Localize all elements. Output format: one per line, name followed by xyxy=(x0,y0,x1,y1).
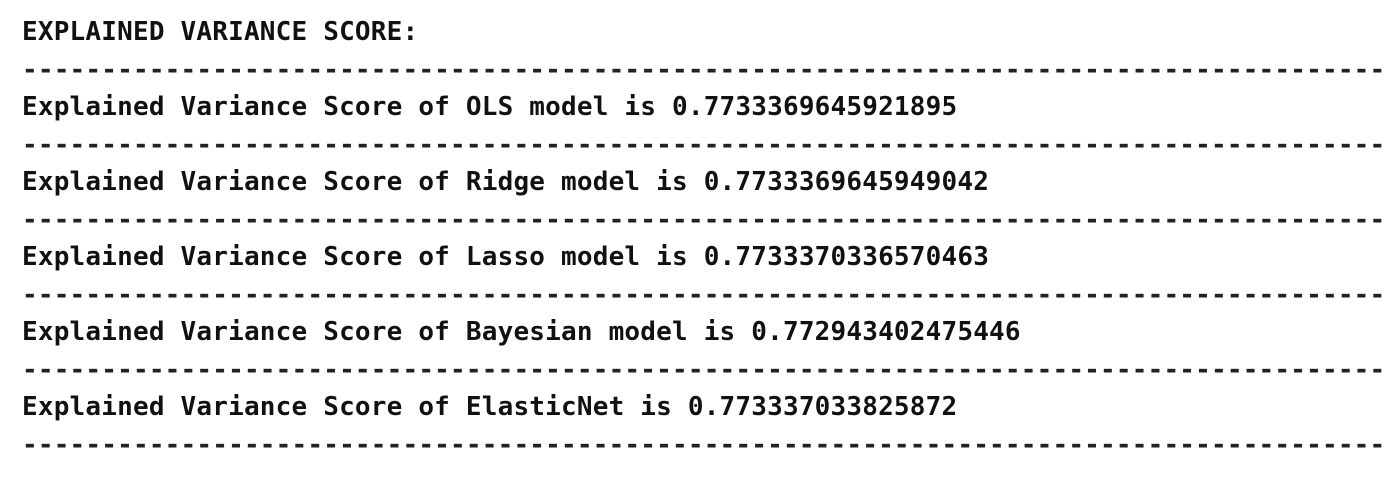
separator-line: ----------------------------------------… xyxy=(22,279,1382,310)
result-line-bayesian: Explained Variance Score of Bayesian mod… xyxy=(22,317,1021,347)
separator-line: ----------------------------------------… xyxy=(22,204,1382,235)
result-line-ols: Explained Variance Score of OLS model is… xyxy=(22,92,958,122)
result-line-ridge: Explained Variance Score of Ridge model … xyxy=(22,167,990,197)
console-output: EXPLAINED VARIANCE SCORE: --------------… xyxy=(22,14,1382,464)
separator-line: ----------------------------------------… xyxy=(22,354,1382,385)
separator-line: ----------------------------------------… xyxy=(22,54,1382,85)
separator-line: ----------------------------------------… xyxy=(22,429,1382,460)
console-header: EXPLAINED VARIANCE SCORE: xyxy=(22,17,419,47)
separator-line: ----------------------------------------… xyxy=(22,129,1382,160)
result-line-elasticnet: Explained Variance Score of ElasticNet i… xyxy=(22,392,958,422)
result-line-lasso: Explained Variance Score of Lasso model … xyxy=(22,242,990,272)
